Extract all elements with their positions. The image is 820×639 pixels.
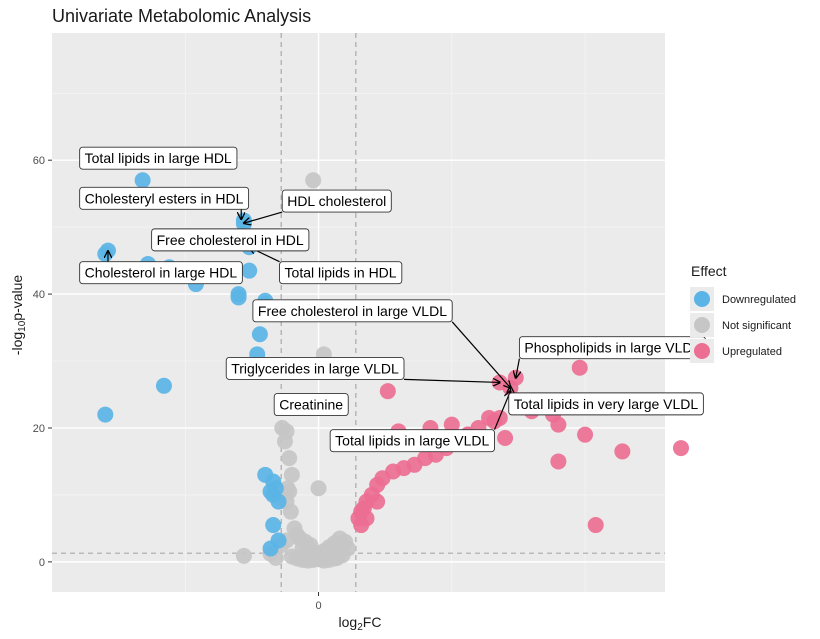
annotation-box [225,356,405,380]
annotation-arrow [403,379,500,382]
point-not-significant [283,466,300,483]
annotation-label: Total lipids in large VLDL [329,429,495,453]
annotation-label: Total lipids in large HDL [79,146,238,170]
annotation-text: Free cholesterol in large VLDL [258,303,447,319]
point-downregulated [155,377,172,394]
annotation-text: Creatinine [279,397,343,413]
y-tick-label: 20 [33,423,45,435]
annotation-arrow [516,358,520,378]
legend-key [694,291,710,307]
annotation-label: Total lipids in HDL [279,261,403,285]
annotation-box [329,429,495,453]
point-not-significant [305,172,322,189]
annotation-text: Free cholesterol in HDL [157,232,304,248]
point-not-significant [282,503,299,520]
point-upregulated [577,426,594,443]
point-not-significant [276,433,293,450]
annotation-label: Triglycerides in large VLDL [225,356,405,380]
annotation-box [508,392,704,416]
annotation-label: Cholesteryl esters in HDL [79,186,250,210]
y-tick-label: 0 [39,557,45,569]
y-tick-label: 60 [33,155,45,167]
point-downregulated [262,540,279,557]
legend-title: Effect [691,263,727,279]
annotation-box [252,299,453,323]
point-downregulated [265,517,282,534]
legend-key [694,343,710,359]
annotation-text: Cholesteryl esters in HDL [85,190,244,206]
point-upregulated [369,493,386,510]
point-upregulated [571,359,588,376]
point-downregulated [230,289,247,306]
annotation-label: Free cholesterol in large VLDL [252,299,453,323]
annotation-label: Creatinine [273,393,349,417]
point-upregulated [614,443,631,460]
point-upregulated [550,453,567,470]
annotation-box [79,146,238,170]
annotation-label: HDL cholesterol [281,189,392,213]
legend-key [694,317,710,333]
annotation-arrow [493,391,510,430]
point-downregulated [241,262,258,279]
annotation-box [79,261,243,285]
point-downregulated [97,406,114,423]
annotation-text: Total lipids in large HDL [85,150,232,166]
annotation-text: Total lipids in HDL [285,265,397,281]
annotation-text: HDL cholesterol [287,193,386,209]
x-tick-label: 0 [315,600,321,612]
point-upregulated [486,413,503,430]
annotation-text: Cholesterol in large HDL [85,265,238,281]
y-axis-title: -log10p-value [9,275,28,356]
point-not-significant [281,450,298,467]
point-upregulated [443,416,460,433]
annotation-label: Cholesterol in large HDL [79,261,243,285]
legend-entry-label: Downregulated [722,294,796,306]
point-downregulated [97,245,114,262]
annotation-label: Total lipids in very large VLDL [508,392,704,416]
x-axis-title-sub: 2 [357,622,363,633]
legend: Effect Downregulated Not significant Upreg… [690,263,796,363]
annotation-arrow [244,211,283,223]
annotation-box [279,261,403,285]
point-upregulated [379,383,396,400]
point-downregulated [270,493,287,510]
annotation-box [273,393,349,417]
point-upregulated [550,416,567,433]
chart-title: Univariate Metabolomic Analysis [52,6,311,26]
annotation-text: Triglycerides in large VLDL [231,360,399,376]
annotation-label: Free cholesterol in HDL [151,228,310,252]
annotation-text: Phospholipids in large VLDL [524,340,700,356]
y-tick-label: 40 [33,289,45,301]
x-axis-title: log2FC [339,614,382,633]
point-upregulated [587,517,604,534]
point-downregulated [134,172,151,189]
point-upregulated [497,430,514,447]
point-upregulated [672,440,689,457]
annotation-box [151,228,310,252]
annotation-box [79,186,250,210]
annotation-text: Total lipids in very large VLDL [514,396,699,412]
annotation-arrow [451,321,510,388]
legend-entry-label: Not significant [722,320,791,332]
point-not-significant [310,480,327,497]
point-downregulated [251,326,268,343]
point-not-significant [297,548,314,565]
legend-entry-label: Upregulated [722,346,782,358]
annotation-text: Total lipids in large VLDL [335,433,489,449]
point-not-significant [235,547,252,564]
annotation-box [281,189,392,213]
point-upregulated [353,517,370,534]
annotation-label: Phospholipids in large VLDL [518,336,706,360]
